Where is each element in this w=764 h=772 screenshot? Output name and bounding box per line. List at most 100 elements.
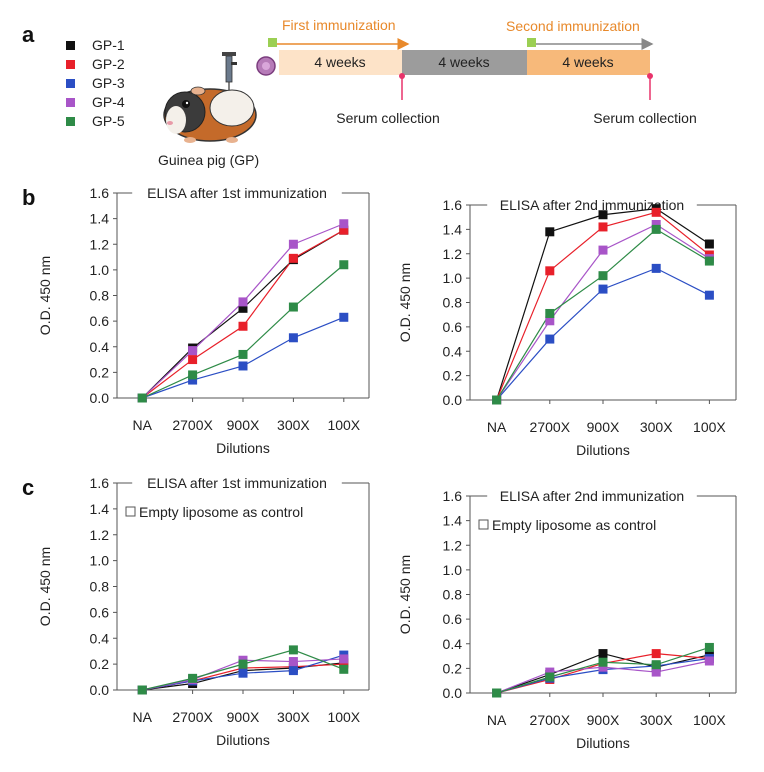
guinea-pig-icon <box>163 86 257 143</box>
y-tick-label: 0.2 <box>90 656 110 672</box>
data-point-gp-4 <box>339 219 349 229</box>
syringe-icon <box>222 52 237 94</box>
data-point-gp-4 <box>704 656 714 666</box>
y-axis-label: O.D. 450 nm <box>37 547 53 626</box>
y-tick-label: 0.4 <box>90 630 110 646</box>
serum-collection-label-2: Serum collection <box>593 110 697 126</box>
y-tick-label: 0.8 <box>90 288 110 304</box>
data-point-gp-5 <box>339 664 349 674</box>
data-point-gp-2 <box>339 659 349 669</box>
y-tick-label: 1.4 <box>443 513 463 529</box>
data-point-gp-5 <box>339 260 349 270</box>
data-point-gp-5 <box>137 685 147 695</box>
chart-title: ELISA after 1st immunization <box>147 185 327 201</box>
second-immunization-label: Second immunization <box>506 18 640 34</box>
data-point-gp-3 <box>339 312 349 322</box>
data-point-gp-5 <box>188 673 198 683</box>
data-point-gp-2 <box>651 207 661 217</box>
legend: GP-1 GP-2 GP-3 GP-4 GP-5 <box>66 37 125 129</box>
y-axis-label: O.D. 450 nm <box>397 555 413 634</box>
x-tick-label: 2700X <box>530 419 571 435</box>
x-tick-label: 300X <box>640 419 673 435</box>
chart-b-right: ELISA after 2nd immunization 0.0 0.2 0.4 0.6… <box>397 197 737 458</box>
data-point-gp-4 <box>598 245 608 255</box>
data-point-gp-5 <box>288 645 298 655</box>
y-tick-label: 0.0 <box>443 392 463 408</box>
data-point-gp-5 <box>238 659 248 669</box>
y-tick-label: 1.2 <box>443 537 463 553</box>
period-block-2 <box>402 50 527 75</box>
data-point-gp-4 <box>288 239 298 249</box>
annotation-marker <box>125 506 136 517</box>
guinea-pig-label: Guinea pig (GP) <box>158 152 259 168</box>
legend-marker-gp-3 <box>66 79 75 88</box>
data-point-gp-5 <box>598 657 608 667</box>
y-tick-label: 0.0 <box>90 682 110 698</box>
y-tick-label: 0.0 <box>90 390 110 406</box>
chart-title: ELISA after 2nd immunization <box>500 488 684 504</box>
legend-marker-gp-4 <box>66 98 75 107</box>
legend-label-gp-3: GP-3 <box>92 75 125 91</box>
x-tick-label: 300X <box>277 709 310 725</box>
x-axis-label: Dilutions <box>216 440 270 456</box>
data-point-gp-2 <box>238 321 248 331</box>
data-point-gp-3 <box>545 334 555 344</box>
data-point-gp-2 <box>339 225 349 235</box>
y-tick-label: 1.6 <box>443 197 463 213</box>
period-label-2: 4 weeks <box>438 54 489 70</box>
legend-marker-gp-2 <box>66 60 75 69</box>
data-point-gp-5 <box>651 660 661 670</box>
data-point-gp-2 <box>545 266 555 276</box>
annotation-marker <box>478 519 489 530</box>
y-tick-label: 1.0 <box>443 270 463 286</box>
series-line-gp-2 <box>141 229 345 399</box>
data-point-gp-5 <box>598 271 608 281</box>
x-tick-label: 300X <box>277 417 310 433</box>
second-immunization-marker <box>527 38 536 47</box>
panel-label-a: a <box>22 22 35 47</box>
data-point-gp-5 <box>704 642 714 652</box>
legend-marker-gp-5 <box>66 117 75 126</box>
data-point-gp-2 <box>598 222 608 232</box>
data-point-gp-5 <box>188 370 198 380</box>
data-point-gp-5 <box>492 688 502 698</box>
chart-title: ELISA after 1st immunization <box>147 475 327 491</box>
legend-label-gp-4: GP-4 <box>92 94 125 110</box>
legend-label-gp-5: GP-5 <box>92 113 125 129</box>
data-point-gp-1 <box>598 210 608 220</box>
data-point-gp-5 <box>545 672 555 682</box>
period-label-3: 4 weeks <box>562 54 613 70</box>
x-tick-label: 2700X <box>530 712 571 728</box>
data-point-gp-5 <box>704 256 714 266</box>
data-point-gp-1 <box>238 303 248 313</box>
y-tick-label: 0.8 <box>443 587 463 603</box>
x-tick-label: 300X <box>640 712 673 728</box>
data-point-gp-4 <box>651 667 661 677</box>
data-point-gp-1 <box>598 649 608 659</box>
first-immunization-label: First immunization <box>282 17 396 33</box>
legend-label-gp-1: GP-1 <box>92 37 125 53</box>
data-point-gp-5 <box>288 302 298 312</box>
y-tick-label: 1.2 <box>90 236 110 252</box>
data-point-gp-1 <box>704 239 714 249</box>
annotation-text: Empty liposome as control <box>139 504 303 520</box>
y-tick-label: 1.6 <box>90 475 110 491</box>
data-point-gp-2 <box>288 253 298 263</box>
legend-label-gp-2: GP-2 <box>92 56 125 72</box>
y-tick-label: 1.0 <box>443 562 463 578</box>
x-axis-label: Dilutions <box>576 442 630 458</box>
y-axis-label: O.D. 450 nm <box>37 256 53 335</box>
y-tick-label: 0.2 <box>443 660 463 676</box>
x-tick-label: 100X <box>327 417 360 433</box>
data-point-gp-4 <box>238 297 248 307</box>
data-point-gp-3 <box>704 290 714 300</box>
y-tick-label: 1.4 <box>90 501 110 517</box>
data-point-gp-3 <box>288 666 298 676</box>
x-tick-label: 900X <box>227 709 260 725</box>
y-tick-label: 0.2 <box>443 368 463 384</box>
schematic: Guinea pig (GP) First immunization Secon… <box>158 17 697 168</box>
data-point-gp-4 <box>339 654 349 664</box>
y-tick-label: 0.6 <box>443 611 463 627</box>
x-tick-label: NA <box>487 419 507 435</box>
data-point-gp-3 <box>651 263 661 273</box>
